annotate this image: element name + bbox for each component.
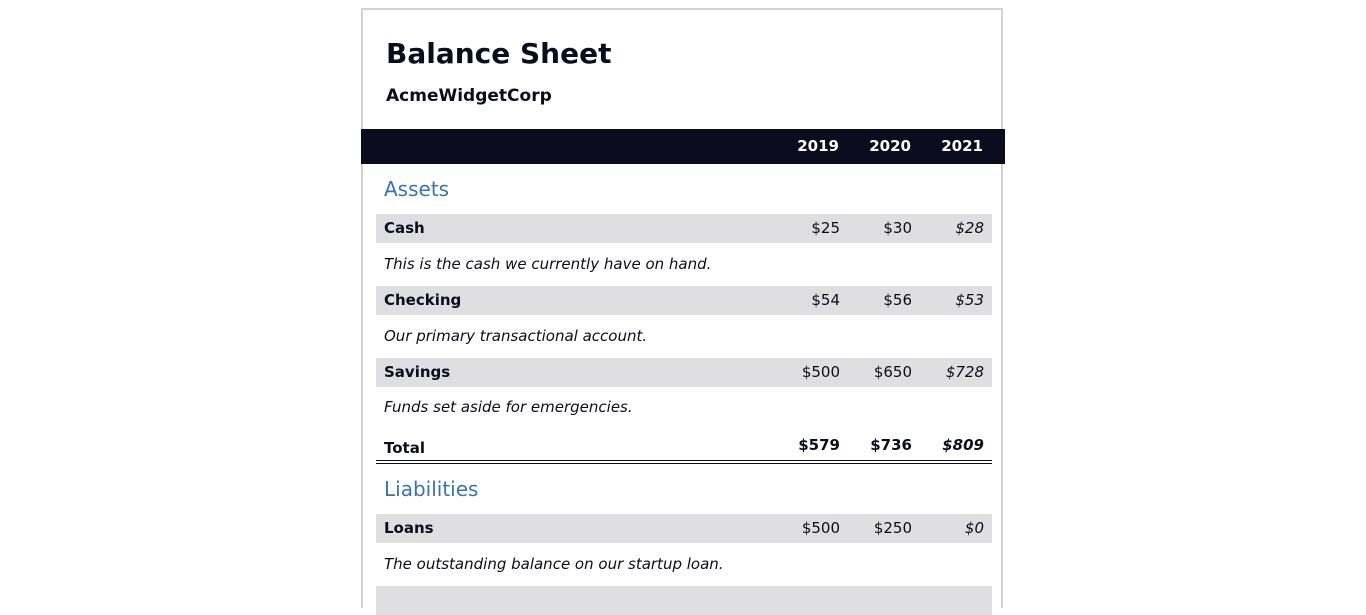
value-2019: $54: [811, 291, 840, 309]
company-name: AcmeWidgetCorp: [386, 86, 552, 106]
value-2020: $30: [883, 219, 912, 237]
balance-sheet-page: Balance Sheet AcmeWidgetCorp 2019 2020 2…: [361, 8, 1005, 615]
row-label: Cash: [384, 219, 425, 237]
value-2021: $728: [945, 363, 984, 381]
value-2019: $500: [801, 519, 840, 537]
row-description: Our primary transactional account.: [384, 327, 648, 345]
row-description: Funds set aside for emergencies.: [384, 398, 633, 416]
row-label: Savings: [384, 363, 451, 381]
value-2021: $53: [955, 291, 984, 309]
value-2020: $56: [883, 291, 912, 309]
table-row-cash: Cash $25 $30 $28: [376, 214, 992, 243]
row-label: Checking: [384, 291, 462, 309]
year-header-bar: 2019 2020 2021: [361, 129, 1005, 164]
value-2021: $0: [964, 519, 984, 537]
total-label: Total: [384, 439, 425, 457]
value-2019: $25: [811, 219, 840, 237]
table-row-loans: Loans $500 $250 $0: [376, 514, 992, 543]
row-description: The outstanding balance on our startup l…: [384, 555, 724, 573]
total-2019: $579: [798, 436, 840, 454]
value-2019: $500: [801, 363, 840, 381]
page-title: Balance Sheet: [386, 37, 612, 70]
row-label: Loans: [384, 519, 434, 537]
value-2021: $28: [955, 219, 984, 237]
table-row-partial: [376, 586, 992, 615]
year-header-2019: 2019: [797, 137, 839, 155]
total-row-assets: Total $579 $736 $809: [376, 430, 992, 464]
year-header-2021: 2021: [941, 137, 983, 155]
total-2021: $809: [942, 436, 984, 454]
value-2020: $250: [873, 519, 912, 537]
table-row-savings: Savings $500 $650 $728: [376, 358, 992, 387]
table-row-checking: Checking $54 $56 $53: [376, 286, 992, 315]
total-2020: $736: [870, 436, 912, 454]
year-header-2020: 2020: [869, 137, 911, 155]
section-heading-liabilities: Liabilities: [384, 477, 479, 501]
row-description: This is the cash we currently have on ha…: [384, 255, 712, 273]
value-2020: $650: [873, 363, 912, 381]
section-heading-assets: Assets: [384, 177, 450, 201]
